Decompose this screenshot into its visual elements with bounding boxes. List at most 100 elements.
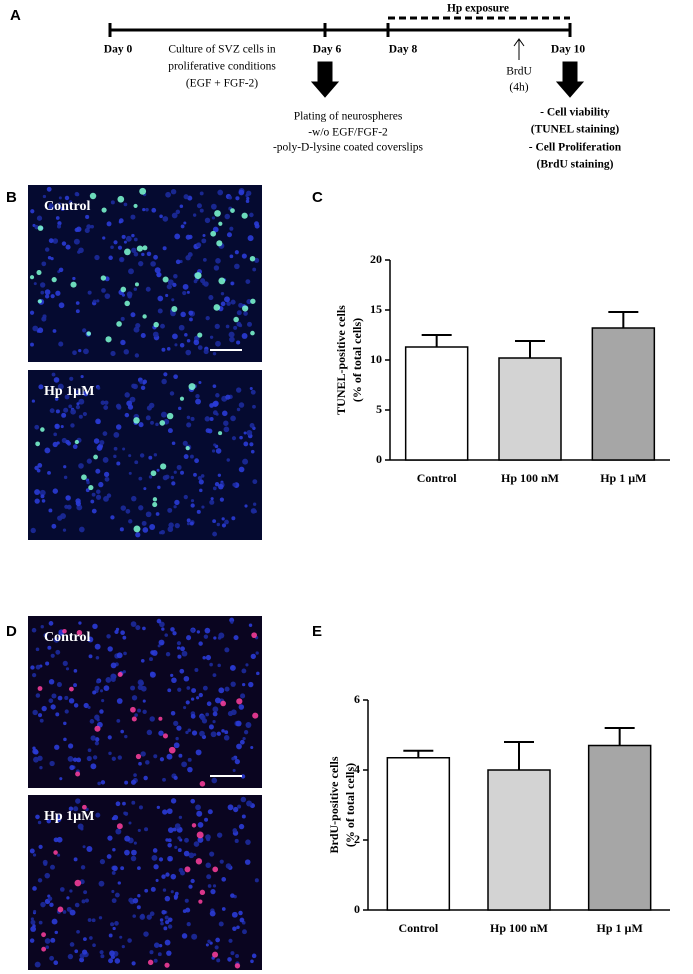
nucleus <box>94 254 100 261</box>
y-tick-label: 4 <box>354 762 360 776</box>
nucleus <box>120 729 125 734</box>
nucleus <box>153 942 160 948</box>
nucleus <box>86 480 90 485</box>
nucleus <box>106 854 112 859</box>
nucleus <box>242 736 246 741</box>
nucleus <box>198 692 203 698</box>
nucleus <box>37 878 43 883</box>
nucleus <box>158 639 165 646</box>
nucleus <box>170 673 174 678</box>
nucleus <box>181 761 187 768</box>
nucleus <box>192 213 197 217</box>
nucleus <box>32 886 37 891</box>
nucleus <box>181 650 188 657</box>
nucleus <box>196 696 200 700</box>
nucleus <box>63 737 67 742</box>
nucleus <box>65 439 70 445</box>
nucleus <box>216 522 221 527</box>
nucleus <box>133 841 137 845</box>
nucleus <box>177 654 182 659</box>
nucleus <box>202 655 206 660</box>
nucleus <box>154 267 161 274</box>
nucleus <box>32 325 39 332</box>
nucleus <box>174 523 180 529</box>
nucleus <box>151 207 157 213</box>
day-label: Day 8 <box>389 44 418 56</box>
nucleus <box>113 240 118 245</box>
nucleus <box>134 460 139 465</box>
nucleus <box>216 832 223 838</box>
nucleus <box>69 942 75 947</box>
nucleus <box>215 258 221 264</box>
nucleus <box>164 895 171 902</box>
nucleus <box>37 820 42 825</box>
nucleus <box>175 736 179 741</box>
nucleus <box>234 250 239 255</box>
nucleus <box>118 220 122 224</box>
nucleus <box>227 957 232 962</box>
nucleus <box>158 857 164 862</box>
nucleus <box>112 926 116 931</box>
nucleus <box>237 804 242 809</box>
micrograph-label: Control <box>44 630 91 645</box>
nucleus <box>51 523 57 529</box>
nucleus <box>42 194 47 199</box>
nucleus <box>227 710 234 717</box>
nucleus <box>233 806 239 813</box>
nucleus <box>130 312 136 318</box>
nucleus <box>34 465 39 471</box>
nucleus <box>57 515 63 521</box>
nucleus <box>236 310 242 316</box>
nucleus <box>153 754 158 759</box>
nucleus <box>214 697 221 704</box>
nucleus <box>139 453 145 458</box>
nucleus <box>69 765 75 771</box>
nucleus <box>249 387 253 391</box>
nucleus <box>137 828 141 832</box>
nucleus <box>232 482 237 487</box>
text: Culture of SVZ cells in <box>168 44 276 56</box>
nucleus <box>63 475 68 480</box>
nucleus <box>76 929 80 934</box>
nucleus <box>159 757 165 762</box>
nucleus <box>177 836 181 840</box>
nucleus <box>113 432 120 438</box>
labeled-nucleus <box>70 281 77 288</box>
nucleus <box>58 196 62 200</box>
nucleus <box>57 383 64 390</box>
nucleus <box>218 921 224 927</box>
nucleus <box>79 526 85 533</box>
nucleus <box>75 301 80 305</box>
nucleus <box>69 376 74 381</box>
nucleus <box>40 901 46 908</box>
nucleus <box>86 755 92 762</box>
nucleus <box>143 775 148 781</box>
nucleus <box>149 716 155 722</box>
nucleus <box>106 634 111 639</box>
nucleus <box>221 907 226 911</box>
nucleus <box>204 416 210 422</box>
labeled-nucleus <box>117 195 125 203</box>
nucleus <box>108 255 113 261</box>
micrograph: Hp 1µM <box>28 370 262 540</box>
micrograph: Control <box>28 185 262 362</box>
nucleus <box>58 267 64 273</box>
nucleus <box>44 289 51 295</box>
nucleus <box>206 701 212 707</box>
nucleus <box>124 734 128 739</box>
nucleus <box>224 296 230 303</box>
nucleus <box>185 700 190 705</box>
nucleus <box>92 690 97 695</box>
nucleus <box>162 246 167 251</box>
nucleus <box>240 693 246 699</box>
nucleus <box>133 287 138 291</box>
nucleus <box>46 186 52 192</box>
nucleus <box>189 521 194 526</box>
nucleus <box>134 713 138 717</box>
nucleus <box>171 481 176 486</box>
labeled-nucleus <box>41 946 47 952</box>
nucleus <box>246 429 253 436</box>
nucleus <box>74 227 79 233</box>
